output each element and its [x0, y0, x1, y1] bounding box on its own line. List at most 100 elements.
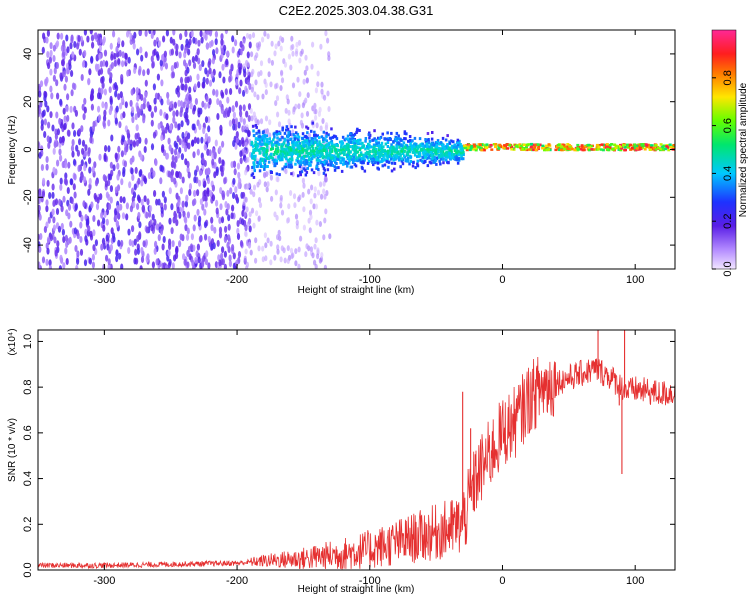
colorbar-tick-label: 0.2 [722, 214, 734, 229]
spectrogram-cell [305, 154, 308, 158]
spectrogram-cell [52, 147, 56, 155]
spectrogram-cell [120, 150, 124, 158]
spectrogram-cell [644, 143, 648, 146]
spectrogram-cell [129, 38, 133, 45]
spectrogram-cell [45, 163, 49, 171]
spectrogram-cell [72, 158, 77, 166]
spectrogram-cell [264, 150, 268, 154]
spectrogram-cell [292, 146, 296, 150]
spectrogram-cell [144, 79, 148, 87]
spectrogram-cell [279, 138, 282, 142]
spectrogram-cell [625, 143, 629, 147]
spectrogram-cell [465, 148, 469, 152]
spectrogram-cell [174, 121, 178, 129]
spectrogram-cell [70, 36, 74, 44]
spectrogram-cell [123, 160, 127, 168]
spectrogram-cell [387, 137, 390, 141]
spectrogram-cell [440, 147, 443, 151]
spectrogram-cell [162, 35, 166, 43]
spectrogram-cell [391, 152, 394, 155]
spectrogram-cell [608, 143, 612, 147]
spectrogram-cell [84, 144, 88, 152]
spectrogram-cell [220, 169, 224, 177]
spectrogram-cell [446, 143, 449, 146]
spectrogram-cell [404, 146, 407, 150]
spectrogram-cell [143, 175, 147, 183]
spectrogram-cell [373, 155, 377, 159]
spectrogram-cell [140, 256, 145, 263]
spectrogram-cell [153, 190, 157, 197]
spectrogram-cell [89, 30, 93, 35]
spectrogram-cell [257, 149, 261, 152]
spectrogram-cell [69, 178, 73, 186]
spectrogram-cell [136, 235, 140, 242]
spectrogram-cell [309, 198, 313, 205]
spectrogram-cell [151, 213, 155, 221]
spectrogram-cell [197, 256, 201, 264]
spectrogram-cell [104, 103, 108, 111]
spectrogram-cell [258, 202, 263, 209]
spectrogram-cell [666, 146, 670, 149]
spectrogram-cell [288, 157, 292, 161]
spectrogram-cell [438, 155, 441, 159]
spectrogram-cell [334, 135, 338, 139]
spectrogram-cell [264, 155, 268, 159]
spectrogram-cell [310, 144, 314, 148]
spectrogram-cell [273, 164, 276, 168]
spectrogram-cell [79, 236, 83, 243]
spectrogram-cell [590, 148, 594, 151]
spectrogram-cell [251, 152, 254, 156]
spectrogram-cell [258, 134, 261, 138]
spectrogram-cell [339, 152, 342, 156]
colorbar-tick-label: 0.0 [722, 261, 734, 276]
spectrogram-cell [449, 149, 452, 153]
spectrogram-cell [220, 38, 224, 46]
spectrogram-cell [202, 127, 206, 135]
spectrogram-cell [290, 162, 293, 166]
spectrogram-cell [173, 140, 177, 148]
spectrogram-cell [110, 53, 114, 61]
spectrogram-cell [76, 149, 80, 157]
spectrogram-cell [398, 137, 401, 141]
spectrogram-cell [473, 145, 476, 148]
spectrogram-cell [374, 150, 377, 154]
spectrogram-cell [214, 139, 218, 147]
spectrogram-cell [38, 151, 42, 159]
spectrogram-cell [435, 156, 438, 160]
spectrogram-cell [411, 139, 414, 143]
spectrogram-cell [388, 137, 392, 140]
spectrogram-cell [275, 214, 279, 221]
snr-x-tick-label: -300 [93, 575, 115, 587]
spectrogram-cell [287, 163, 291, 167]
spectrogram-cell [358, 154, 361, 158]
spectrogram-cell [538, 143, 542, 146]
spectrogram-cell [79, 221, 83, 229]
spectrogram-cell [49, 42, 53, 50]
spectrogram-cell [303, 140, 307, 144]
spectrogram-cell [419, 158, 422, 162]
spectrogram-cell [49, 68, 53, 76]
spectrogram-cell [82, 113, 86, 121]
spectrogram-cell [188, 94, 192, 101]
spectrogram-cell [115, 255, 119, 263]
spectrogram-cell [70, 197, 74, 205]
spectrogram-cell [231, 118, 236, 126]
spectrogram-cell [131, 116, 135, 124]
spectrogram-cell [62, 70, 66, 78]
spectrogram-cell [203, 208, 207, 216]
spectrogram-cell [330, 149, 334, 153]
spectrogram-x-tick-label: 0 [499, 274, 505, 286]
spectrogram-cell [394, 135, 397, 139]
spectrogram-cell [49, 85, 53, 93]
spectrogram-cell [446, 134, 449, 138]
spectrogram-cell [184, 136, 188, 144]
spectrogram-cell [55, 62, 60, 69]
spectrogram-cell [416, 162, 419, 166]
spectrogram-cell [413, 153, 417, 157]
spectrogram-cell [65, 67, 69, 75]
spectrogram-cell [536, 143, 540, 146]
spectrogram-cell [47, 216, 51, 224]
spectrogram-cell [58, 265, 62, 269]
spectrogram-cell [208, 67, 212, 75]
spectrogram-cell [334, 148, 337, 152]
